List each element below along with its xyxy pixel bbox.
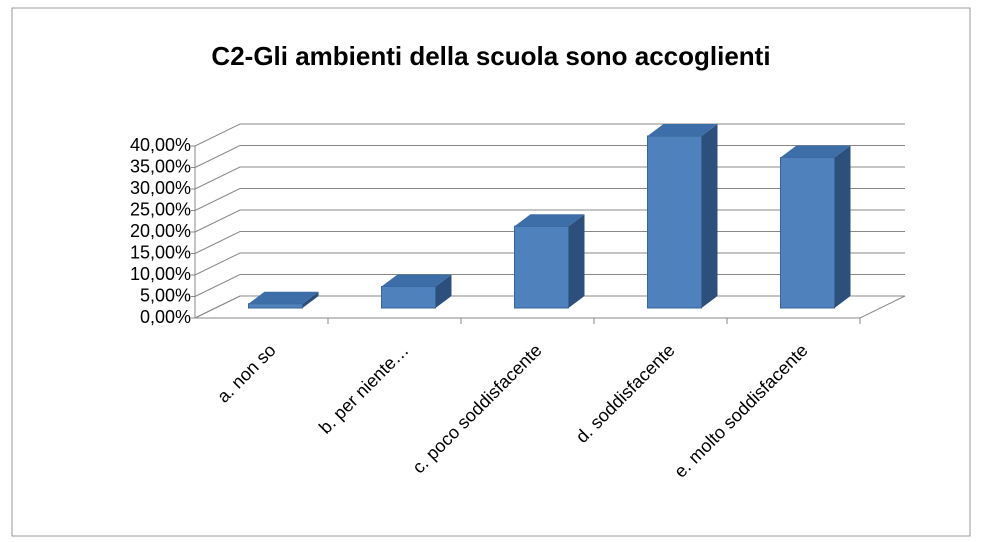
bar-side xyxy=(568,214,585,308)
y-tick-label: 25,00% xyxy=(130,199,191,219)
bar-top xyxy=(248,291,319,304)
bar-top xyxy=(514,214,585,227)
bar-front xyxy=(381,286,436,309)
y-tick-label: 30,00% xyxy=(130,178,191,198)
bar-front xyxy=(780,157,835,309)
y-tick-label: 5,00% xyxy=(140,285,191,305)
bar-side xyxy=(701,124,718,308)
bar-front xyxy=(248,303,303,309)
bar-front xyxy=(647,135,702,309)
y-tick-label: 0,00% xyxy=(140,307,191,327)
bar xyxy=(381,274,452,309)
bar-side xyxy=(302,291,319,308)
bar-side xyxy=(834,145,851,308)
bar-top xyxy=(381,274,452,287)
y-tick-label: 20,00% xyxy=(130,221,191,241)
bar xyxy=(780,145,851,309)
bar xyxy=(647,124,718,309)
bar-top xyxy=(647,124,718,136)
bar xyxy=(248,291,319,309)
bar-top xyxy=(780,145,851,158)
bar-front xyxy=(514,225,569,309)
y-tick-label: 35,00% xyxy=(130,156,191,176)
y-tick-label: 40,00% xyxy=(130,135,191,155)
bar-side xyxy=(435,274,452,308)
y-tick-label: 15,00% xyxy=(130,242,191,262)
y-tick-label: 10,00% xyxy=(130,264,191,284)
bar xyxy=(514,214,585,309)
chart-title: C2-Gli ambienti della scuola sono accogl… xyxy=(211,41,770,71)
